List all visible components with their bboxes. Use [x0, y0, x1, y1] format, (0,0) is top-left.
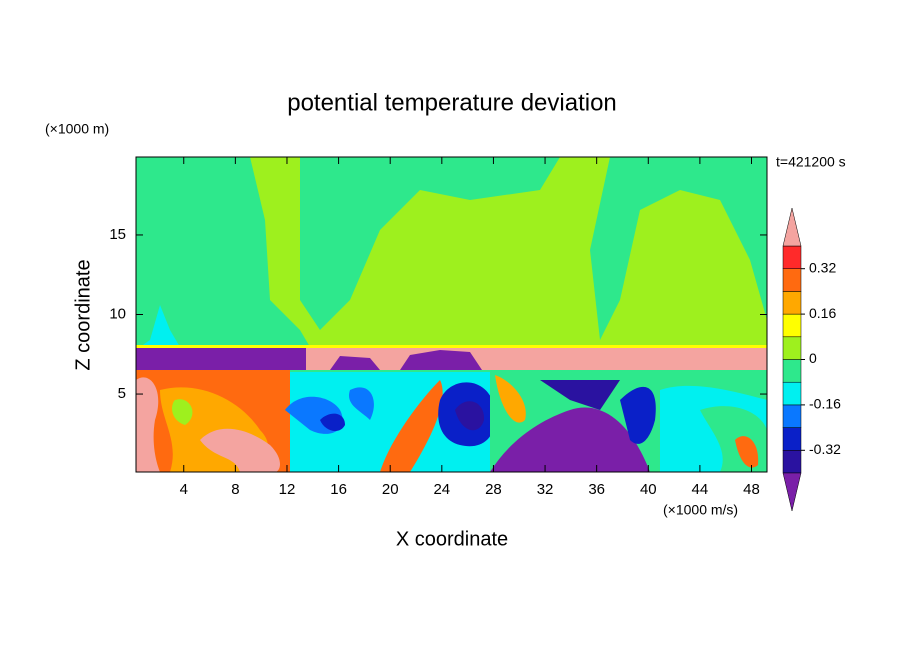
- x-axis-label: X coordinate: [396, 528, 508, 550]
- x-tick-label: 48: [743, 481, 760, 498]
- colorbar-segment: [782, 313, 802, 338]
- x-tick-label: 28: [485, 481, 502, 498]
- contour-field: [136, 157, 767, 472]
- colorbar-tick-label: 0.16: [809, 305, 836, 321]
- y-tick-label: 5: [118, 385, 126, 402]
- chart-title: potential temperature deviation: [287, 89, 617, 116]
- x-tick-label: 36: [588, 481, 605, 498]
- x-tick-label: 40: [640, 481, 657, 498]
- colorbar-tick-label: 0.32: [809, 259, 836, 275]
- y-tick-label: 15: [109, 226, 126, 243]
- y-unit: (×1000 m): [45, 121, 109, 137]
- y-tick-label: 10: [109, 305, 126, 322]
- colorbar-segment: [782, 427, 802, 451]
- colorbar-segment: [782, 404, 802, 428]
- colorbar-segment: [782, 245, 802, 269]
- y-axis-label: Z coordinate: [72, 259, 94, 370]
- x-tick-label: 32: [537, 481, 554, 498]
- x-tick-label: 4: [180, 481, 188, 498]
- x-tick-label: 24: [433, 481, 450, 498]
- colorbar-extend-high: [782, 207, 802, 247]
- x-tick-label: 12: [279, 481, 296, 498]
- colorbar-segment: [782, 359, 802, 383]
- colorbar-segment: [782, 336, 802, 360]
- x-tick-label: 20: [382, 481, 399, 498]
- x-unit: (×1000 m/s): [663, 502, 738, 518]
- colorbar-tick-label: 0: [809, 350, 817, 366]
- colorbar-segment: [782, 268, 802, 292]
- colorbar-segment: [782, 291, 802, 315]
- colorbar-segment: [782, 381, 802, 406]
- x-tick-label: 16: [330, 481, 347, 498]
- colorbar-tick-label: -0.16: [809, 396, 841, 412]
- annotation: t=421200 s: [776, 154, 846, 170]
- colorbar-segment: [782, 450, 802, 474]
- colorbar-tick-label: -0.32: [809, 441, 841, 457]
- x-tick-label: 8: [231, 481, 239, 498]
- x-tick-label: 44: [692, 481, 709, 498]
- colorbar-extend-low: [782, 472, 802, 512]
